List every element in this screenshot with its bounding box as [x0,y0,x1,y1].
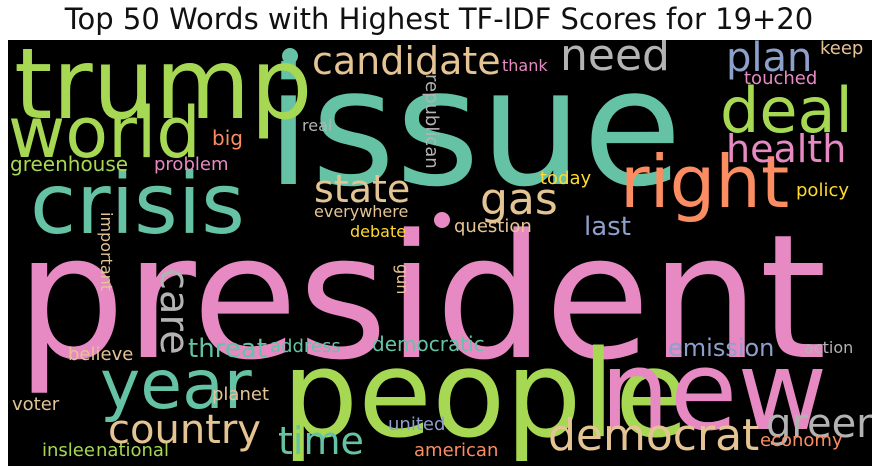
word-emission: emission [668,334,775,362]
word-candidate: candidate [312,40,501,83]
word-green: green [766,401,872,447]
word-cloud: issue president people trump crisis new … [8,40,872,466]
word-care: care [151,268,197,355]
word-address: address [270,336,341,357]
word-united: united [388,414,446,435]
word-greenhouse: greenhouse [10,152,129,176]
word-president: president [16,197,827,398]
word-question: question [454,216,532,237]
word-policy: policy [796,180,849,201]
word-thank: thank [502,56,548,75]
word-plan: plan [726,40,813,81]
word-country: country [108,407,261,453]
word-world: world [8,92,201,174]
word-everywhere: everywhere [314,202,409,221]
word-time: time [278,419,364,463]
word-need: need [560,40,670,81]
word-action: action [804,338,854,357]
word-economy: economy [760,430,843,451]
word-real: real [302,116,333,135]
word-republican: republican [421,74,442,169]
word-health: health [726,127,847,171]
dot-mark [434,212,450,228]
word-last: last [584,212,631,242]
word-new: new [600,327,828,455]
word-people: people [282,326,689,465]
word-crisis: crisis [30,155,245,253]
word-gun: gun [393,264,412,295]
word-deal: deal [720,74,853,147]
word-inslee: inslee [42,440,95,461]
word-democrat: democrat [548,410,760,461]
word-planet: planet [212,384,269,405]
chart-title: Top 50 Words with Highest TF-IDF Scores … [64,2,814,36]
word-threat: threat [188,334,267,364]
dot-mark [282,48,298,64]
word-gas: gas [480,174,558,225]
word-important: important [97,212,116,292]
word-democratic: democratic [372,332,485,356]
word-keep: keep [820,40,864,59]
word-state: state [314,167,411,211]
word-american: american [414,440,499,461]
word-big: big [212,126,243,150]
word-today: today [540,168,592,189]
word-trump: trump [14,40,313,142]
word-voter: voter [12,394,60,415]
word-touched: touched [744,68,818,89]
word-issue: issue [266,40,683,223]
word-problem: problem [154,154,229,175]
word-right: right [620,140,790,224]
word-believe: believe [68,344,134,365]
word-national: national [96,440,169,461]
word-year: year [100,346,252,425]
word-debate: debate [350,222,407,241]
